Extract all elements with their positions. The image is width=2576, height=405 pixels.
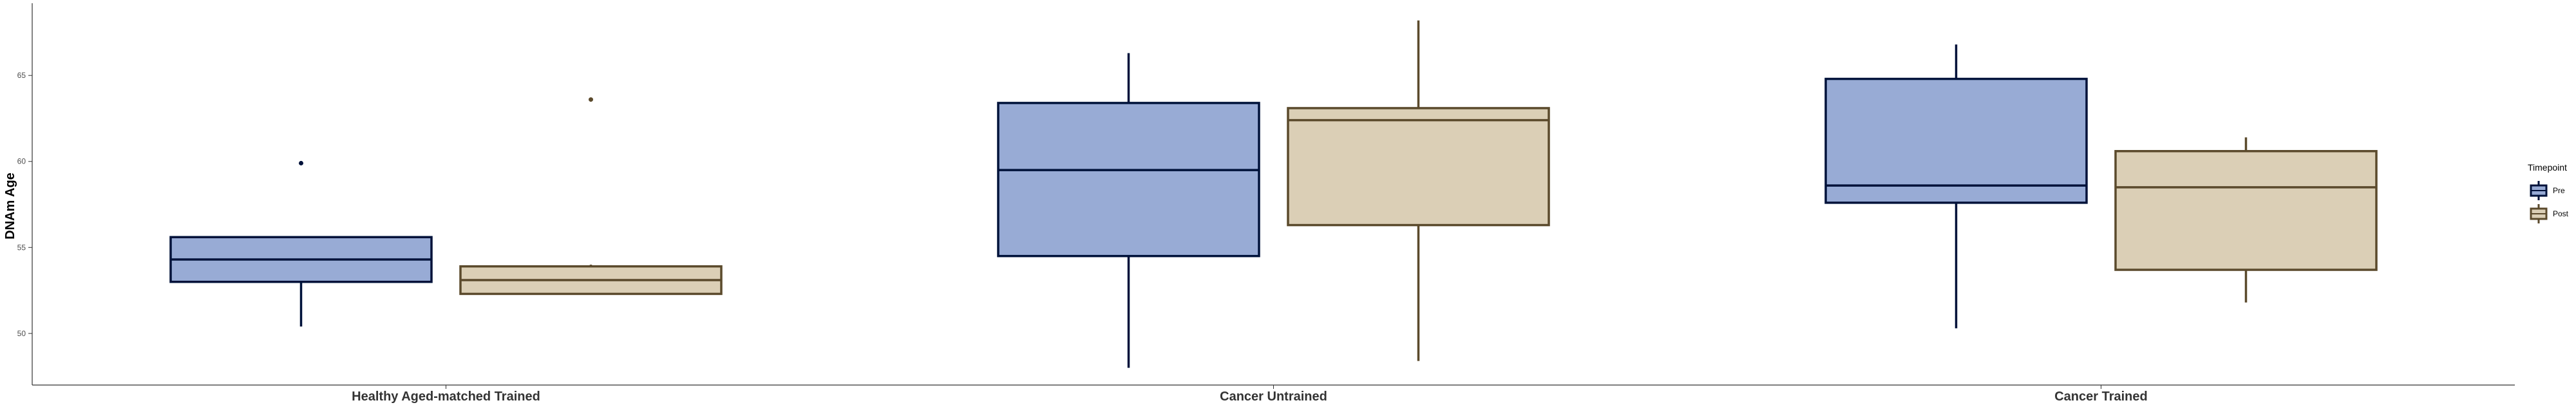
outlier-point: [589, 97, 593, 102]
legend-label: Post: [2553, 209, 2569, 218]
legend-title: Timepoint: [2528, 162, 2567, 173]
x-tick-label: Healthy Aged-matched Trained: [352, 390, 540, 404]
legend: Timepoint Pre Post: [2528, 162, 2569, 223]
box-post: [460, 97, 721, 294]
plot-area: [171, 21, 2376, 368]
y-tick-label: 50: [17, 329, 26, 338]
iqr-box: [998, 103, 1259, 256]
y-tick-label: 60: [17, 157, 26, 166]
x-tick-label: Cancer Trained: [2054, 390, 2148, 404]
legend-label: Pre: [2553, 186, 2565, 195]
legend-item-post: Post: [2531, 204, 2569, 223]
y-tick-label: 65: [17, 71, 26, 80]
legend-item-pre: Pre: [2531, 181, 2565, 200]
y-axis-title: DNAm Age: [3, 173, 17, 240]
iqr-box: [2116, 151, 2376, 270]
outlier-point: [299, 161, 303, 165]
box-post: [1288, 21, 1549, 361]
y-tick-label: 55: [17, 243, 26, 252]
box-pre: [998, 53, 1259, 368]
iqr-box: [1826, 79, 2087, 203]
box-post: [2116, 137, 2376, 302]
iqr-box: [1288, 108, 1549, 225]
x-tick-label: Cancer Untrained: [1220, 390, 1327, 404]
box-pre: [1826, 44, 2087, 328]
box-pre: [171, 161, 431, 326]
